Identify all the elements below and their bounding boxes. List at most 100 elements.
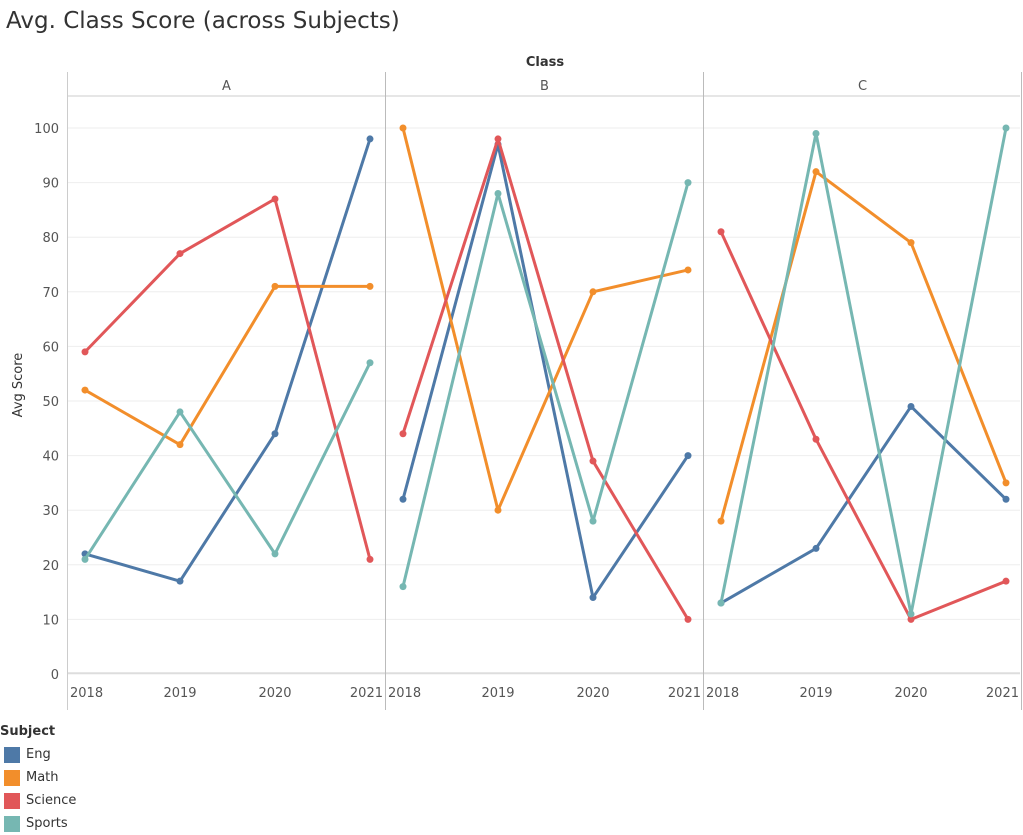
data-point-sports[interactable] xyxy=(176,408,184,416)
y-axis-label: Avg Score xyxy=(11,353,26,418)
data-point-science[interactable] xyxy=(366,555,374,563)
y-tick-label: 50 xyxy=(42,395,59,410)
legend-label: Sports xyxy=(26,816,68,831)
data-point-eng[interactable] xyxy=(589,594,597,602)
data-point-eng[interactable] xyxy=(271,430,279,438)
legend-item-eng[interactable]: Eng xyxy=(0,743,76,766)
data-point-sports[interactable] xyxy=(589,517,597,525)
data-point-science[interactable] xyxy=(812,435,820,443)
data-point-math[interactable] xyxy=(494,506,502,514)
data-point-sports[interactable] xyxy=(494,190,502,198)
x-tick-label: 2020 xyxy=(576,686,609,701)
data-point-math[interactable] xyxy=(907,239,915,247)
y-tick-label: 60 xyxy=(42,340,59,355)
data-point-sports[interactable] xyxy=(271,550,279,558)
data-point-math[interactable] xyxy=(399,124,407,132)
legend-label: Science xyxy=(26,793,77,808)
data-point-science[interactable] xyxy=(176,250,184,258)
series-line-sports-A xyxy=(83,362,372,561)
series-line-math-C xyxy=(719,170,1008,522)
facet-header-C: C xyxy=(858,79,867,94)
data-point-math[interactable] xyxy=(81,386,89,394)
y-tick-label: 30 xyxy=(42,504,59,519)
y-tick-label: 80 xyxy=(42,231,59,246)
series-line-eng-A xyxy=(84,138,372,583)
data-point-science[interactable] xyxy=(717,228,725,236)
data-point-eng[interactable] xyxy=(684,452,692,460)
series-line-science-A xyxy=(83,197,372,560)
data-point-sports[interactable] xyxy=(907,610,915,618)
y-tick-label: 40 xyxy=(42,450,59,465)
data-point-math[interactable] xyxy=(684,266,692,274)
x-tick-label: 2019 xyxy=(799,686,832,701)
x-tick-label: 2018 xyxy=(706,686,739,701)
series-line-science-B xyxy=(401,137,690,621)
data-point-science[interactable] xyxy=(81,348,89,356)
series-line-eng-C xyxy=(720,404,1008,605)
data-point-sports[interactable] xyxy=(399,583,407,591)
y-tick-label: 20 xyxy=(42,559,59,574)
data-point-sports[interactable] xyxy=(1002,124,1010,132)
data-point-math[interactable] xyxy=(271,282,279,290)
series-line-eng-B xyxy=(401,142,690,600)
y-tick-label: 10 xyxy=(42,613,59,628)
data-point-science[interactable] xyxy=(271,195,279,203)
x-tick-label: 2020 xyxy=(258,686,291,701)
x-tick-label: 2019 xyxy=(163,686,196,701)
data-point-eng[interactable] xyxy=(176,577,184,585)
data-point-sports[interactable] xyxy=(812,129,820,137)
y-tick-label: 90 xyxy=(42,177,59,192)
data-point-math[interactable] xyxy=(1002,479,1010,487)
legend-swatch xyxy=(4,815,20,832)
series-line-math-A xyxy=(84,284,370,447)
data-point-eng[interactable] xyxy=(399,495,407,503)
data-point-math[interactable] xyxy=(717,517,725,525)
y-tick-label: 70 xyxy=(42,286,59,301)
data-point-eng[interactable] xyxy=(1002,495,1010,503)
facet-title: Class xyxy=(526,55,565,70)
data-point-sports[interactable] xyxy=(366,359,374,367)
data-point-eng[interactable] xyxy=(907,402,915,410)
series-line-science-C xyxy=(719,231,1007,621)
legend: Subject Eng Math Science Sports xyxy=(0,724,76,835)
y-tick-label: 100 xyxy=(34,122,59,137)
legend-label: Math xyxy=(26,770,59,785)
data-point-math[interactable] xyxy=(366,282,374,290)
data-point-science[interactable] xyxy=(399,430,407,438)
series-line-sports-B xyxy=(401,182,690,587)
data-point-math[interactable] xyxy=(812,168,820,176)
legend-swatch xyxy=(4,792,20,809)
data-point-science[interactable] xyxy=(589,457,597,465)
facet-header-B: B xyxy=(540,79,549,94)
data-point-science[interactable] xyxy=(1002,577,1010,585)
x-tick-label: 2020 xyxy=(894,686,927,701)
legend-item-science[interactable]: Science xyxy=(0,789,76,812)
data-point-science[interactable] xyxy=(684,615,692,623)
chart-title: Avg. Class Score (across Subjects) xyxy=(6,8,400,34)
data-point-math[interactable] xyxy=(589,288,597,296)
data-point-sports[interactable] xyxy=(81,555,89,563)
x-tick-label: 2021 xyxy=(668,686,701,701)
legend-swatch xyxy=(4,746,20,763)
facet-header-A: A xyxy=(222,79,231,94)
data-point-sports[interactable] xyxy=(684,179,692,187)
data-point-science[interactable] xyxy=(494,135,502,143)
x-tick-label: 2018 xyxy=(388,686,421,701)
data-point-math[interactable] xyxy=(176,441,184,449)
y-tick-label: 0 xyxy=(51,668,59,683)
x-tick-label: 2018 xyxy=(70,686,103,701)
data-point-science[interactable] xyxy=(907,615,915,623)
legend-label: Eng xyxy=(26,747,51,762)
series-line-sports-C xyxy=(719,127,1008,616)
x-tick-label: 2019 xyxy=(481,686,514,701)
data-point-sports[interactable] xyxy=(717,599,725,607)
legend-item-math[interactable]: Math xyxy=(0,766,76,789)
legend-title: Subject xyxy=(0,724,56,739)
series-line-math-B xyxy=(401,127,689,512)
x-tick-label: 2021 xyxy=(350,686,383,701)
data-point-eng[interactable] xyxy=(366,135,374,143)
legend-item-sports[interactable]: Sports xyxy=(0,812,76,835)
x-tick-label: 2021 xyxy=(986,686,1019,701)
data-point-eng[interactable] xyxy=(812,544,820,552)
